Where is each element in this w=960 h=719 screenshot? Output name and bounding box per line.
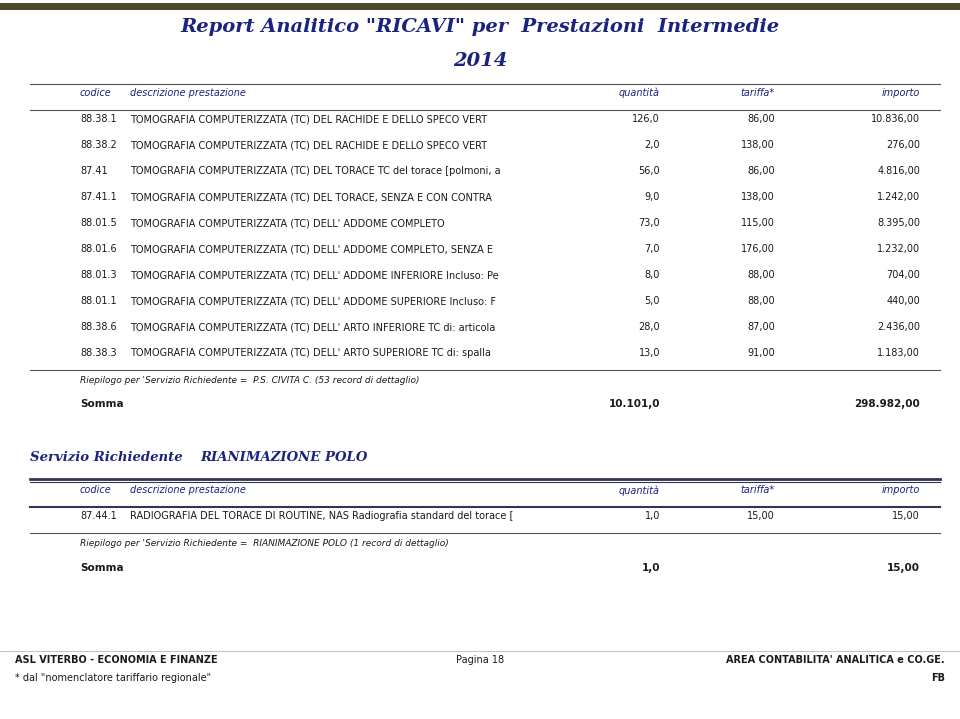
Text: AREA CONTABILITA' ANALITICA e CO.GE.: AREA CONTABILITA' ANALITICA e CO.GE.	[727, 655, 945, 665]
Text: 126,0: 126,0	[633, 114, 660, 124]
Text: importo: importo	[881, 485, 920, 495]
Text: 2014: 2014	[453, 52, 507, 70]
Text: 88.01.1: 88.01.1	[80, 296, 116, 306]
Text: descrizione prestazione: descrizione prestazione	[130, 88, 246, 98]
Text: 115,00: 115,00	[741, 218, 775, 228]
Text: ASL VITERBO - ECONOMIA E FINANZE: ASL VITERBO - ECONOMIA E FINANZE	[15, 655, 218, 665]
Text: 13,0: 13,0	[638, 348, 660, 358]
Text: 276,00: 276,00	[886, 140, 920, 150]
Text: importo: importo	[881, 88, 920, 98]
Text: 88,00: 88,00	[748, 296, 775, 306]
Text: 73,0: 73,0	[638, 218, 660, 228]
Text: 88.01.3: 88.01.3	[80, 270, 116, 280]
Text: TOMOGRAFIA COMPUTERIZZATA (TC) DEL TORACE TC del torace [polmoni, a: TOMOGRAFIA COMPUTERIZZATA (TC) DEL TORAC…	[130, 166, 500, 176]
Text: TOMOGRAFIA COMPUTERIZZATA (TC) DELL' ADDOME SUPERIORE Incluso: F: TOMOGRAFIA COMPUTERIZZATA (TC) DELL' ADD…	[130, 296, 496, 306]
Text: 87.41: 87.41	[80, 166, 108, 176]
Text: 10.836,00: 10.836,00	[871, 114, 920, 124]
Text: 138,00: 138,00	[741, 192, 775, 202]
Text: 10.101,0: 10.101,0	[609, 399, 660, 409]
Text: 704,00: 704,00	[886, 270, 920, 280]
Text: Somma: Somma	[80, 562, 124, 572]
Text: 9,0: 9,0	[644, 192, 660, 202]
Text: FB: FB	[931, 673, 945, 683]
Text: TOMOGRAFIA COMPUTERIZZATA (TC) DELL' ADDOME COMPLETO, SENZA E: TOMOGRAFIA COMPUTERIZZATA (TC) DELL' ADD…	[130, 244, 493, 254]
Text: Report Analitico "RICAVI" per  Prestazioni  Intermedie: Report Analitico "RICAVI" per Prestazion…	[180, 18, 780, 36]
Text: TOMOGRAFIA COMPUTERIZZATA (TC) DELL' ARTO INFERIORE TC di: articola: TOMOGRAFIA COMPUTERIZZATA (TC) DELL' ART…	[130, 322, 495, 332]
Text: tariffa*: tariffa*	[741, 88, 775, 98]
Text: 56,0: 56,0	[638, 166, 660, 176]
Text: codice: codice	[80, 88, 111, 98]
Text: 91,00: 91,00	[748, 348, 775, 358]
Text: 88.01.5: 88.01.5	[80, 218, 117, 228]
Text: RADIOGRAFIA DEL TORACE DI ROUTINE, NAS Radiografia standard del torace [: RADIOGRAFIA DEL TORACE DI ROUTINE, NAS R…	[130, 511, 514, 521]
Text: tariffa*: tariffa*	[741, 485, 775, 495]
Text: TOMOGRAFIA COMPUTERIZZATA (TC) DEL TORACE, SENZA E CON CONTRA: TOMOGRAFIA COMPUTERIZZATA (TC) DEL TORAC…	[130, 192, 492, 202]
Text: 88.01.6: 88.01.6	[80, 244, 116, 254]
Text: 2.436,00: 2.436,00	[877, 322, 920, 332]
Text: 86,00: 86,00	[748, 114, 775, 124]
Text: Riepilogo per 'Servizio Richiedente =  RIANIMAZIONE POLO (1 record di dettaglio): Riepilogo per 'Servizio Richiedente = RI…	[80, 539, 448, 548]
Text: 1.183,00: 1.183,00	[877, 348, 920, 358]
Text: 87.44.1: 87.44.1	[80, 511, 117, 521]
Text: 88.38.6: 88.38.6	[80, 322, 116, 332]
Text: codice: codice	[80, 485, 111, 495]
Text: 1,0: 1,0	[641, 562, 660, 572]
Text: Pagina 18: Pagina 18	[456, 655, 504, 665]
Text: 298.982,00: 298.982,00	[854, 399, 920, 409]
Text: * dal "nomenclatore tariffario regionale": * dal "nomenclatore tariffario regionale…	[15, 673, 211, 683]
Text: 15,00: 15,00	[887, 562, 920, 572]
Text: 8,0: 8,0	[644, 270, 660, 280]
Text: 2,0: 2,0	[644, 140, 660, 150]
Text: 5,0: 5,0	[644, 296, 660, 306]
Text: quantità: quantità	[619, 485, 660, 495]
Text: 88,00: 88,00	[748, 270, 775, 280]
Text: 4.816,00: 4.816,00	[877, 166, 920, 176]
Text: 15,00: 15,00	[892, 511, 920, 521]
Text: 8.395,00: 8.395,00	[877, 218, 920, 228]
Text: Somma: Somma	[80, 399, 124, 409]
Text: RIANIMAZIONE POLO: RIANIMAZIONE POLO	[200, 452, 368, 464]
Text: 1.232,00: 1.232,00	[876, 244, 920, 254]
Text: 7,0: 7,0	[644, 244, 660, 254]
Text: Servizio Richiedente: Servizio Richiedente	[30, 452, 182, 464]
Text: TOMOGRAFIA COMPUTERIZZATA (TC) DEL RACHIDE E DELLO SPECO VERT: TOMOGRAFIA COMPUTERIZZATA (TC) DEL RACHI…	[130, 114, 487, 124]
Text: descrizione prestazione: descrizione prestazione	[130, 485, 246, 495]
Text: quantità: quantità	[619, 88, 660, 99]
Text: 87,00: 87,00	[747, 322, 775, 332]
Text: TOMOGRAFIA COMPUTERIZZATA (TC) DELL' ADDOME COMPLETO: TOMOGRAFIA COMPUTERIZZATA (TC) DELL' ADD…	[130, 218, 444, 228]
Text: 1,0: 1,0	[644, 511, 660, 521]
Text: 138,00: 138,00	[741, 140, 775, 150]
Text: 87.41.1: 87.41.1	[80, 192, 117, 202]
Text: TOMOGRAFIA COMPUTERIZZATA (TC) DEL RACHIDE E DELLO SPECO VERT: TOMOGRAFIA COMPUTERIZZATA (TC) DEL RACHI…	[130, 140, 487, 150]
Text: 28,0: 28,0	[638, 322, 660, 332]
Text: 176,00: 176,00	[741, 244, 775, 254]
Text: TOMOGRAFIA COMPUTERIZZATA (TC) DELL' ADDOME INFERIORE Incluso: Pe: TOMOGRAFIA COMPUTERIZZATA (TC) DELL' ADD…	[130, 270, 498, 280]
Text: 88.38.2: 88.38.2	[80, 140, 117, 150]
Text: Riepilogo per 'Servizio Richiedente =  P.S. CIVITA C. (53 record di dettaglio): Riepilogo per 'Servizio Richiedente = P.…	[80, 376, 420, 385]
Text: 88.38.3: 88.38.3	[80, 348, 116, 358]
Text: 15,00: 15,00	[747, 511, 775, 521]
Text: 1.242,00: 1.242,00	[876, 192, 920, 202]
Text: 88.38.1: 88.38.1	[80, 114, 116, 124]
Text: 86,00: 86,00	[748, 166, 775, 176]
Text: TOMOGRAFIA COMPUTERIZZATA (TC) DELL' ARTO SUPERIORE TC di: spalla: TOMOGRAFIA COMPUTERIZZATA (TC) DELL' ART…	[130, 348, 491, 358]
Text: 440,00: 440,00	[886, 296, 920, 306]
